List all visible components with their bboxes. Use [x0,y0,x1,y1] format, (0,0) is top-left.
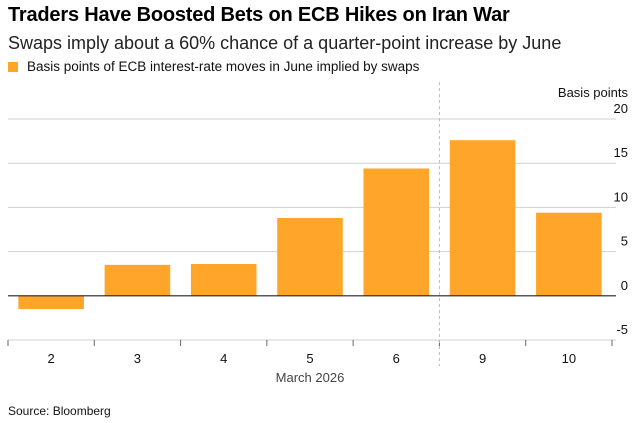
y-tick-label: 10 [614,189,628,204]
x-tick-label: 10 [562,351,576,366]
bar [449,140,516,296]
x-tick-label: 9 [479,351,486,366]
bar [104,264,171,296]
x-tick-label: 2 [48,351,55,366]
chart-title: Traders Have Boosted Bets on ECB Hikes o… [8,4,510,26]
legend: Basis points of ECB interest-rate moves … [8,59,419,74]
bar [277,218,343,296]
bar [536,212,602,296]
source-note: Source: Bloomberg [8,404,111,418]
chart-subtitle: Swaps imply about a 60% chance of a quar… [8,33,562,53]
bar [18,295,84,310]
x-tick-label: 4 [220,351,227,366]
x-tick-label: 3 [134,351,141,366]
y-tick-label: -5 [616,322,628,337]
x-tick-label: 6 [393,351,400,366]
y-axis-title: Basis points [558,85,629,100]
legend-swatch [8,61,18,72]
bar [363,168,430,296]
x-tick-label: 5 [306,351,313,366]
bar [190,263,257,296]
legend-label: Basis points of ECB interest-rate moves … [27,59,420,74]
y-tick-label: 20 [614,101,628,116]
y-tick-label: 0 [621,278,628,293]
y-tick-label: 5 [621,234,628,249]
y-tick-label: 15 [614,145,628,160]
x-axis-title: March 2026 [276,370,345,385]
